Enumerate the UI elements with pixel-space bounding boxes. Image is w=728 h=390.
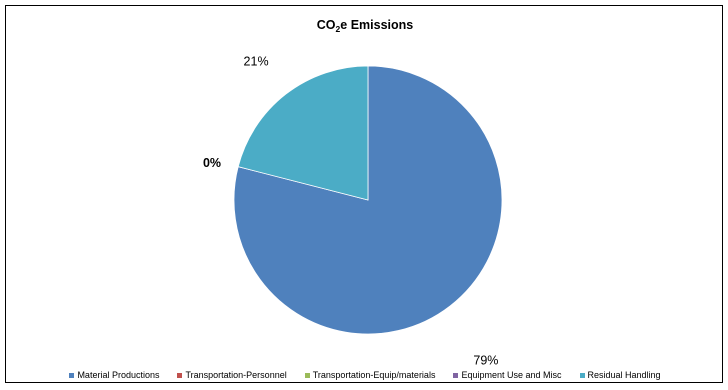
chart-title-subscript: 2 — [336, 24, 341, 34]
legend-label: Transportation-Equip/materials — [312, 370, 436, 380]
legend-swatch — [304, 372, 310, 378]
pie-slices — [233, 65, 503, 335]
data-label-residual-handling: 21% — [244, 54, 269, 68]
pie-slice-residual-handling — [237, 65, 369, 201]
chart-title-rest: e Emissions — [340, 18, 413, 32]
legend-item-residual-handling: Residual Handling — [579, 370, 661, 380]
pie-chart: CO2e Emissions 79% 0% 21% — [203, 18, 503, 368]
legend-swatch — [453, 372, 459, 378]
legend-item-transportation-personnel: Transportation-Personnel — [177, 370, 287, 380]
legend-item-material-productions: Material Productions — [69, 370, 159, 380]
legend-label: Equipment Use and Misc — [461, 370, 562, 380]
legend-label: Residual Handling — [587, 370, 661, 380]
data-label-equipment-use-and-misc: 0% — [203, 156, 221, 170]
chart-title-main: CO — [317, 18, 336, 32]
legend-label: Transportation-Personnel — [185, 370, 287, 380]
legend-item-equipment-use-and-misc: Equipment Use and Misc — [453, 370, 562, 380]
chart-title: CO2e Emissions — [317, 18, 413, 34]
legend-swatch — [177, 372, 183, 378]
legend-item-transportation-equip-materials: Transportation-Equip/materials — [304, 370, 436, 380]
data-label-material-productions: 79% — [473, 354, 498, 368]
pie-data-labels: 79% 0% 21% — [203, 54, 498, 367]
chart-frame: CO2e Emissions 79% 0% 21% Material Product… — [5, 5, 723, 383]
legend-swatch — [579, 372, 585, 378]
legend-label: Material Productions — [77, 370, 160, 380]
legend: Material Productions Transportation-Perso… — [6, 370, 724, 380]
legend-swatch — [69, 372, 75, 378]
